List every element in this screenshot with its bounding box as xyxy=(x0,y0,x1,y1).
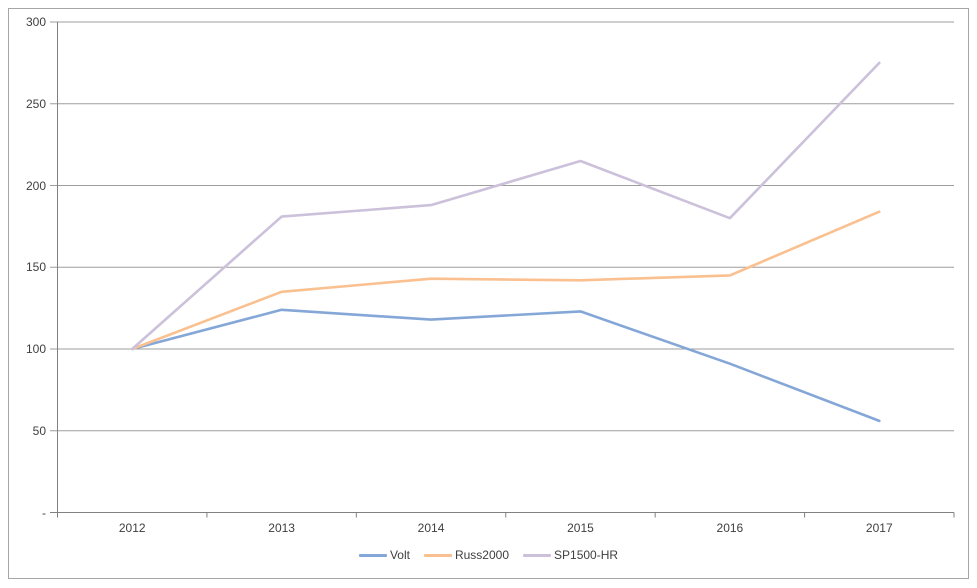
x-tick-label: 2012 xyxy=(118,521,146,535)
chart-frame xyxy=(8,8,969,579)
legend-item-russ2000: Russ2000 xyxy=(423,548,510,562)
x-tick-label: 2017 xyxy=(865,521,893,535)
x-tick-label: 2013 xyxy=(268,521,295,535)
x-tick-label: 2014 xyxy=(417,521,445,535)
legend-label: Russ2000 xyxy=(454,548,510,562)
legend-item-volt: Volt xyxy=(358,548,410,562)
y-tick-label: 100 xyxy=(25,342,46,356)
x-tick-label: 2015 xyxy=(567,521,594,535)
series-line-volt xyxy=(130,308,881,423)
legend-item-sp1500-hr: SP1500-HR xyxy=(523,548,618,562)
x-tick-label: 2016 xyxy=(716,521,744,535)
legend-line-swatch xyxy=(523,553,552,557)
y-tick-label: 150 xyxy=(25,260,46,275)
series-line-russ2000 xyxy=(130,210,881,351)
chart-legend: Volt Russ2000 SP1500-HR xyxy=(0,548,977,562)
legend-line-swatch xyxy=(423,553,452,557)
y-tick-label: 300 xyxy=(25,15,46,29)
legend-label: SP1500-HR xyxy=(554,548,619,562)
y-tick-label: 200 xyxy=(25,178,46,193)
series-line-sp1500-hr xyxy=(130,61,881,351)
y-tick-label: - xyxy=(42,505,46,520)
y-tick-label: 50 xyxy=(32,423,46,438)
legend-line-swatch xyxy=(358,553,387,557)
y-tick-label: 250 xyxy=(25,96,46,111)
legend-label: Volt xyxy=(389,548,410,562)
